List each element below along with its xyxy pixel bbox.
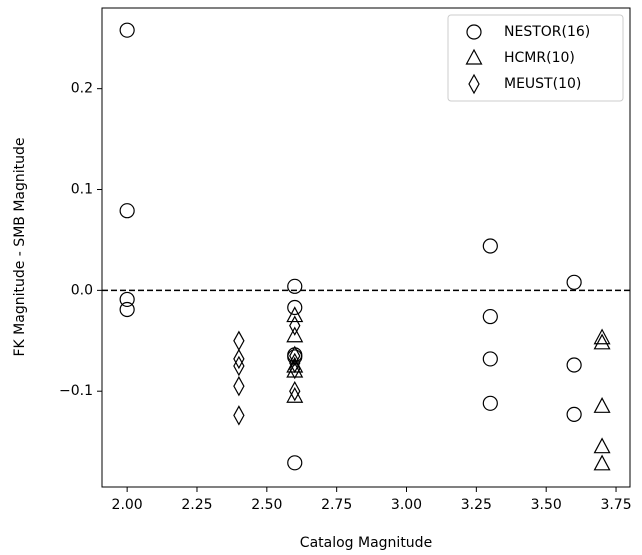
circle-marker <box>566 406 582 422</box>
circle-marker <box>566 274 582 290</box>
triangle-marker <box>286 306 304 323</box>
circle-marker <box>119 291 135 308</box>
x-tick-label: 2.00 <box>112 497 143 513</box>
circle-marker <box>482 351 498 367</box>
circle-marker <box>119 203 135 219</box>
diamond-marker <box>233 348 245 370</box>
circle-marker <box>482 395 498 411</box>
y-tick-label: 0.0 <box>71 282 93 298</box>
legend-label: MEUST(10) <box>504 76 581 92</box>
diamond-marker <box>233 375 245 397</box>
y-tick-label: −0.1 <box>59 383 93 399</box>
x-tick-label: 2.25 <box>181 497 212 513</box>
circle-marker <box>119 301 135 318</box>
triangle-marker <box>286 326 304 343</box>
triangle-marker <box>593 397 611 413</box>
diamond-marker <box>468 73 480 95</box>
circle-marker <box>119 22 135 38</box>
circle-marker <box>287 278 303 294</box>
circle-marker <box>287 455 303 471</box>
x-tick-label: 3.25 <box>461 497 492 513</box>
x-tick-label: 2.75 <box>321 497 352 513</box>
circle-marker <box>566 357 582 373</box>
legend-label: HCMR(10) <box>504 50 575 66</box>
circle-marker <box>482 238 498 254</box>
triangle-marker <box>593 328 611 345</box>
triangle-marker <box>593 437 611 454</box>
plot-frame <box>101 7 631 488</box>
triangle-marker <box>593 454 611 471</box>
circle-marker <box>287 299 303 316</box>
y-axis-label: FK Magnitude - SMB Magnitude <box>12 138 28 357</box>
triangle-marker <box>465 48 483 65</box>
diamond-marker <box>233 405 245 426</box>
diamond-marker <box>289 380 301 402</box>
diamond-marker <box>233 355 245 377</box>
diamond-marker <box>289 315 301 336</box>
x-tick-label: 3.75 <box>600 497 631 513</box>
x-tick-label: 2.50 <box>251 497 282 513</box>
triangle-marker <box>593 333 611 350</box>
circle-marker <box>482 308 498 325</box>
x-axis-label: Catalog Magnitude <box>300 535 432 551</box>
y-tick-label: 0.1 <box>71 182 93 198</box>
legend-box <box>447 14 624 102</box>
diamond-marker <box>289 352 301 374</box>
y-tick-label: 0.2 <box>71 81 93 97</box>
x-tick-label: 3.50 <box>531 497 562 513</box>
circle-marker <box>466 24 482 40</box>
diamond-marker <box>233 330 245 352</box>
legend-label: NESTOR(16) <box>504 24 590 40</box>
diamond-marker <box>289 358 301 380</box>
triangle-marker <box>286 386 304 403</box>
x-tick-label: 3.00 <box>391 497 422 513</box>
diamond-marker <box>289 345 301 367</box>
